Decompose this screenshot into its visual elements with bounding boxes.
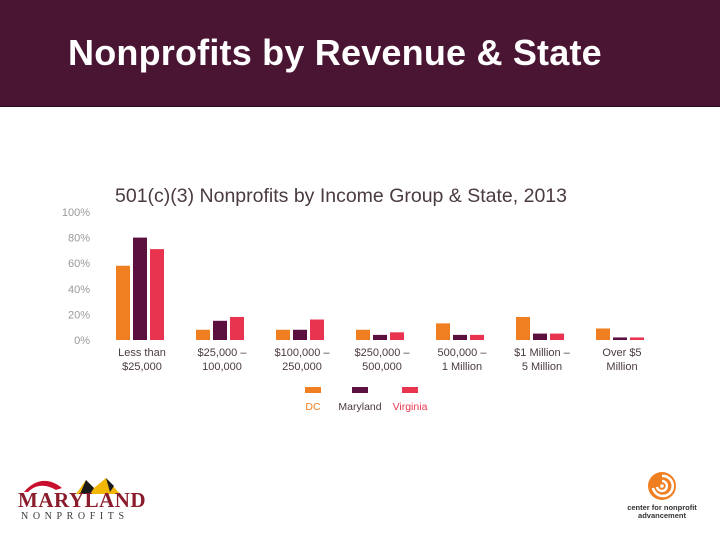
bar-dc (276, 329, 290, 340)
x-axis: Less than $25,000 $25,000 – 100,000 $100,000… (118, 347, 641, 373)
bar-maryland (533, 333, 547, 340)
x-tick-label: $25,000 (122, 361, 162, 373)
maryland-nonprofits-logo: MARYLAND NONPROFITS (16, 470, 146, 526)
x-tick-label: $1 Million – (514, 347, 571, 359)
bar-maryland (293, 329, 307, 340)
legend-label: Maryland (338, 401, 381, 413)
y-tick-label: 40% (68, 284, 90, 296)
chart-title: 501(c)(3) Nonprofits by Income Group & S… (115, 185, 567, 207)
bar-virginia (230, 316, 244, 340)
legend-label: Virginia (393, 401, 428, 413)
y-tick-label: 0% (74, 335, 90, 347)
bar-dc (356, 329, 370, 340)
bar-virginia (550, 333, 564, 340)
bar-virginia (470, 334, 484, 340)
legend-swatch (352, 387, 368, 393)
maryland-flag-icon (24, 478, 120, 494)
bar-maryland (453, 334, 467, 340)
y-axis: 100% 80% 60% 40% 20% 0% (62, 207, 90, 347)
bar-maryland (373, 334, 387, 340)
x-tick-label: Million (606, 361, 637, 373)
y-tick-label: 60% (68, 258, 90, 270)
y-tick-label: 20% (68, 309, 90, 321)
x-tick-label: 100,000 (202, 361, 242, 373)
swirl-icon (648, 472, 676, 500)
title-bar: Nonprofits by Revenue & State (0, 0, 720, 107)
legend-label: DC (305, 401, 321, 413)
legend: DC Maryland Virginia (305, 387, 428, 413)
logo-text-advancement: advancement (638, 511, 686, 520)
bar-maryland (613, 337, 627, 340)
x-tick-label: $100,000 – (274, 347, 330, 359)
y-tick-label: 80% (68, 233, 90, 245)
x-tick-label: Over $5 (602, 347, 641, 359)
bar-virginia (150, 249, 164, 340)
legend-swatch (305, 387, 321, 393)
bar-maryland (133, 237, 147, 340)
x-tick-label: $25,000 – (198, 347, 248, 359)
bar-dc (116, 265, 130, 340)
x-tick-label: $250,000 – (354, 347, 410, 359)
y-tick-label: 100% (62, 207, 90, 219)
bars (116, 237, 644, 340)
x-tick-label: 1 Million (442, 361, 482, 373)
bar-virginia (310, 319, 324, 340)
slide-title: Nonprofits by Revenue & State (68, 32, 602, 73)
center-for-nonprofit-advancement-logo: center for nonprofit advancement (612, 470, 712, 526)
logo-text-maryland: MARYLAND (18, 488, 147, 512)
bar-maryland (213, 320, 227, 340)
x-tick-label: 500,000 (362, 361, 402, 373)
logo-text-center: center for nonprofit (627, 503, 697, 512)
bar-dc (436, 323, 450, 340)
bar-dc (196, 329, 210, 340)
legend-swatch (402, 387, 418, 393)
bar-dc (596, 328, 610, 340)
x-tick-label: 500,000 – (438, 347, 488, 359)
bar-virginia (390, 332, 404, 340)
bar-virginia (630, 337, 644, 340)
x-tick-label: 250,000 (282, 361, 322, 373)
x-tick-label: 5 Million (522, 361, 562, 373)
x-tick-label: Less than (118, 347, 166, 359)
bar-dc (516, 316, 530, 340)
logo-text-nonprofits: NONPROFITS (21, 511, 129, 522)
